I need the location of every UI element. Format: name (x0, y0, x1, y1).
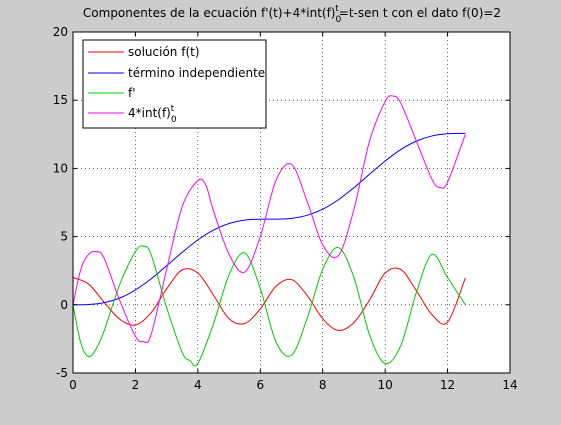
y-tick-label-3: 10 (53, 161, 68, 175)
x-tick-label-7: 14 (502, 378, 517, 392)
legend-label-termino: término independiente (128, 66, 265, 80)
chart-title-rest: =t-sen t con el dato f(0)=2 (339, 6, 501, 20)
chart-title-main: Componentes de la ecuación f'(t)+4*int(f… (83, 6, 336, 20)
x-tick-label-5: 10 (378, 378, 393, 392)
x-tick-label-4: 8 (319, 378, 327, 392)
series-line-solucion (72, 267, 466, 331)
series-line-termino (72, 132, 466, 306)
y-tick-label-2: 5 (60, 230, 68, 244)
x-axis-ticks: 0 2 4 6 8 10 12 14 (69, 32, 518, 392)
chart-title: Componentes de la ecuación f'(t)+4*int(f… (83, 4, 501, 25)
y-tick-label-1: 0 (60, 298, 68, 312)
chart-title-superscript: t (335, 4, 339, 14)
legend-label-integral-sup: t (171, 104, 175, 114)
plot-frame (72, 31, 511, 374)
y-tick-label-5: 20 (53, 25, 68, 39)
legend-label-integral-main: 4*int(f) (128, 106, 171, 120)
series-line-integral (72, 95, 466, 344)
x-tick-label-0: 0 (69, 378, 77, 392)
legend-label-integral: 4*int(f)0t (128, 104, 177, 125)
legend-label-fprime: f' (128, 86, 136, 100)
x-tick-label-1: 2 (132, 378, 140, 392)
x-tick-label-6: 12 (440, 378, 455, 392)
legend-label-solucion: solución f(t) (128, 45, 200, 59)
series-line-fprime (72, 245, 466, 367)
chart-title-subscript: 0 (336, 15, 342, 25)
legend: solución f(t) término independiente f' 4… (82, 39, 267, 129)
x-tick-label-3: 6 (256, 378, 264, 392)
x-tick-label-2: 4 (194, 378, 202, 392)
series-lines (72, 95, 466, 367)
y-tick-label-4: 15 (53, 93, 68, 107)
legend-label-integral-sub: 0 (171, 115, 177, 125)
y-tick-label-0: -5 (56, 366, 68, 380)
y-axis-ticks: -5 0 5 10 15 20 (53, 25, 510, 380)
